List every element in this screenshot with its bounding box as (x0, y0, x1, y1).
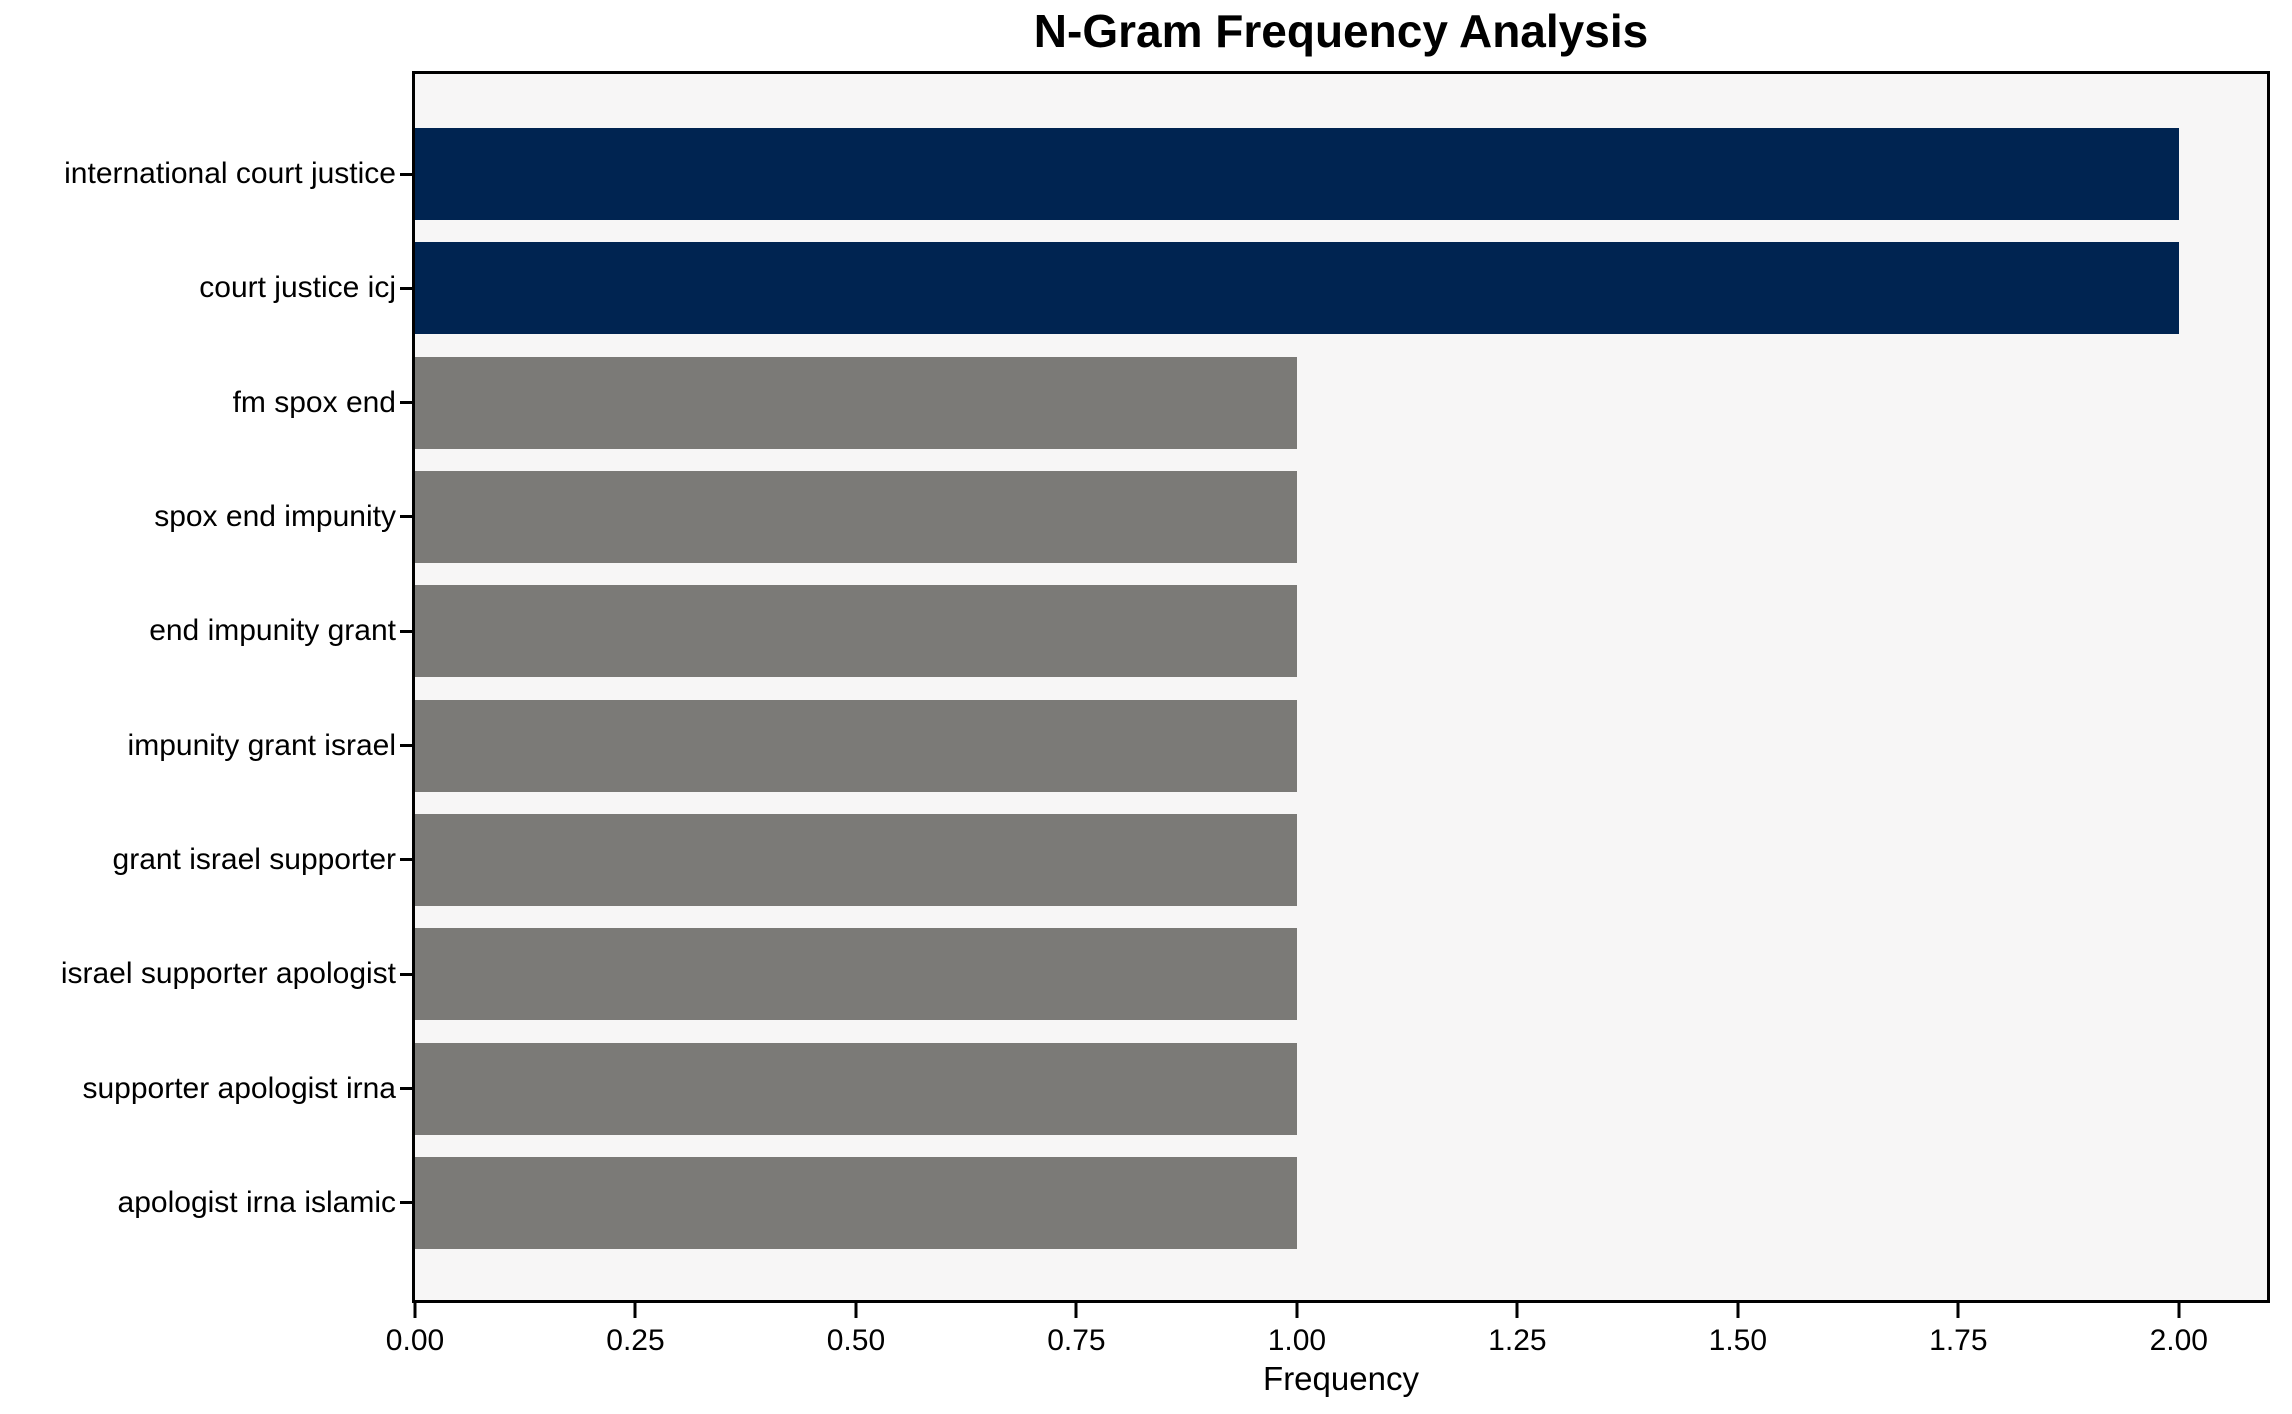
y-axis-label: end impunity grant (149, 614, 396, 648)
bar-spox-end-impunity (415, 470, 1297, 563)
y-axis-label: spox end impunity (154, 499, 396, 533)
x-tick-label: 2.00 (2149, 1324, 2208, 1357)
y-tick-mark (400, 1087, 412, 1091)
y-axis-label: court justice icj (199, 271, 396, 305)
x-tick-label: 0.50 (826, 1324, 886, 1357)
x-tick-label: 1.00 (1267, 1324, 1327, 1357)
x-tick-label: 0.25 (606, 1324, 665, 1357)
y-tick-mark (400, 629, 412, 633)
chart-title: N-Gram Frequency Analysis (1033, 5, 1649, 57)
x-tick-mark (1956, 1303, 1960, 1318)
bar-supporter-apologist-irna (415, 1042, 1297, 1135)
y-tick-mark (400, 972, 412, 976)
x-tick-mark (413, 1303, 417, 1318)
x-tick-label: 1.50 (1708, 1324, 1768, 1357)
y-tick-mark (400, 744, 412, 748)
y-axis-label: grant israel supporter (112, 842, 396, 876)
x-tick-mark (1074, 1303, 1078, 1318)
x-tick-mark (1295, 1303, 1299, 1318)
y-axis-label: impunity grant israel (127, 728, 396, 762)
y-axis: international court justice court justice… (0, 0, 396, 1414)
x-tick-label: 0.75 (1047, 1324, 1106, 1357)
y-axis-label: apologist irna islamic (117, 1185, 396, 1219)
bar-international-court-justice (415, 128, 2179, 220)
x-tick-mark (1515, 1303, 1519, 1318)
x-tick-mark (1736, 1303, 1740, 1318)
y-axis-label: israel supporter apologist (60, 957, 396, 991)
x-tick-mark (633, 1303, 637, 1318)
y-tick-mark (400, 858, 412, 862)
y-tick-mark (400, 401, 412, 405)
bar-end-impunity-grant (415, 585, 1297, 678)
x-tick-label: 1.25 (1488, 1324, 1547, 1357)
y-tick-mark (400, 1201, 412, 1205)
bar-grant-israel-supporter (415, 813, 1297, 906)
bar-apologist-irna-islamic (415, 1156, 1297, 1249)
x-axis-title: Frequency (1263, 1360, 1419, 1397)
bar-fm-spox-end (415, 356, 1297, 449)
bar-israel-supporter-apologist (415, 928, 1297, 1021)
plot-area (412, 71, 2270, 1303)
y-tick-mark (400, 172, 412, 176)
y-axis-label: supporter apologist irna (82, 1071, 396, 1105)
y-tick-mark (400, 515, 412, 519)
x-tick-label: 1.75 (1929, 1324, 1988, 1357)
y-axis-label: international court justice (64, 157, 396, 190)
x-tick-label: 0.00 (385, 1324, 445, 1357)
y-tick-mark (400, 286, 412, 290)
bar-impunity-grant-israel (415, 699, 1297, 792)
x-tick-mark (2177, 1303, 2181, 1318)
y-axis-label: fm spox end (232, 385, 396, 419)
x-tick-mark (854, 1303, 858, 1318)
bar-court-justice-icj (415, 242, 2179, 335)
